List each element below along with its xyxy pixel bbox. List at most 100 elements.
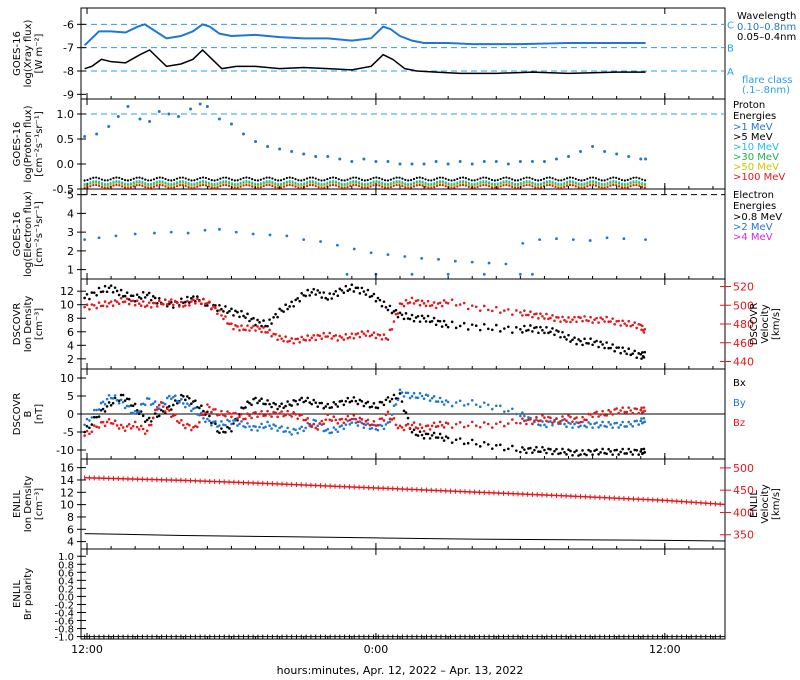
dscovr-b-point (322, 406, 326, 410)
proton-point (340, 179, 343, 182)
dscovr-b-point (414, 426, 418, 429)
dscovr-b-point (145, 397, 149, 400)
dscovr-b-point (442, 403, 446, 406)
dscovr-b-point (454, 422, 458, 426)
proton-point (199, 176, 202, 180)
proton-point (386, 186, 390, 190)
proton-point (531, 185, 534, 188)
y-tick-label: 0.0 (57, 158, 75, 171)
dscovr-b-point (90, 430, 94, 434)
dscovr-density-point (358, 335, 362, 339)
proton-point (620, 186, 624, 189)
dscovr-b-point (92, 408, 96, 412)
dscovr-b-point (346, 419, 350, 423)
proton-point (470, 162, 474, 166)
dscovr-b-point (300, 413, 303, 417)
dscovr-b-point (595, 421, 598, 424)
y-tick-label: 0.2 (58, 584, 74, 595)
proton-point (83, 179, 86, 182)
proton-point (554, 185, 557, 189)
y-tick-label: -0.4 (54, 608, 74, 619)
proton-point (256, 186, 260, 190)
dscovr-b-point (440, 423, 444, 427)
dscovr-b-point (458, 399, 462, 403)
y-tick-label: 12 (60, 285, 74, 298)
dscovr-density-point (400, 313, 404, 317)
proton-point (401, 185, 404, 188)
dscovr-b-point (352, 417, 356, 421)
dscovr-b-point (338, 418, 342, 421)
dscovr-b-point (175, 401, 179, 405)
proton-point (207, 185, 210, 188)
dscovr-b-point (573, 417, 576, 421)
dscovr-density-point (525, 313, 528, 317)
electron-point (268, 233, 272, 237)
dscovr-b-point (358, 398, 362, 402)
dscovr-density-point (466, 307, 470, 311)
dscovr-b-point (139, 410, 143, 413)
dscovr-b-point (332, 415, 336, 418)
proton-point (407, 179, 410, 182)
y2-axis-label: [km/s] (771, 488, 782, 520)
dscovr-b-point (155, 415, 159, 418)
dscovr-density-point (559, 335, 562, 339)
dscovr-density-point (272, 316, 275, 319)
dscovr-b-point (388, 400, 392, 403)
dscovr-density-point (490, 309, 494, 313)
dscovr-b-point (402, 395, 406, 398)
dscovr-density-point (103, 300, 107, 303)
y-tick-label: 2 (67, 245, 74, 258)
dscovr-b-point (545, 419, 548, 423)
proton-point (103, 186, 106, 190)
dscovr-b-point (535, 418, 538, 421)
dscovr-density-point (374, 299, 378, 303)
proton-point (577, 186, 580, 189)
dscovr-density-point (585, 319, 588, 322)
dscovr-b-point (605, 414, 608, 417)
dscovr-b-point (282, 406, 285, 410)
dscovr-b-point (551, 452, 554, 456)
electron-point (521, 241, 525, 245)
proton-point (482, 160, 486, 163)
proton-point (577, 178, 580, 182)
dscovr-b-point (182, 394, 185, 398)
dscovr-b-point (147, 397, 151, 401)
proton-point (178, 184, 182, 187)
dscovr-density-point (527, 313, 530, 317)
dscovr-density-point (555, 329, 558, 332)
dscovr-b-point (503, 448, 506, 452)
proton-point (170, 186, 173, 190)
y-axis-label: [cm⁻³] (34, 488, 45, 520)
dscovr-b-point (416, 396, 420, 400)
dscovr-density-point (121, 295, 125, 298)
dscovr-b-point (623, 452, 626, 455)
dscovr-b-point (83, 423, 86, 427)
proton-point (100, 185, 104, 189)
dscovr-density-point (165, 303, 169, 306)
dscovr-density-point (149, 298, 153, 302)
dscovr-b-point (256, 415, 259, 419)
proton-point (144, 185, 147, 189)
dscovr-b-point (376, 424, 380, 427)
dscovr-b-point (607, 447, 610, 451)
dscovr-b-point (486, 443, 490, 446)
proton-point (502, 176, 505, 179)
y-tick-label: 0.5 (57, 133, 75, 146)
dscovr-b-point (609, 450, 612, 453)
proton-point (184, 177, 187, 180)
dscovr-b-point (326, 427, 330, 431)
dscovr-density-point (206, 304, 209, 307)
dscovr-b-point (284, 430, 287, 433)
y-axis-label: [W m⁻²] (34, 33, 45, 73)
dscovr-b-point (246, 422, 249, 425)
dscovr-b-point (639, 419, 643, 423)
proton-point (554, 178, 557, 181)
dscovr-b-point (320, 401, 324, 405)
dscovr-b-point (583, 452, 586, 456)
dscovr-b-point (595, 410, 598, 414)
proton-point (190, 186, 193, 190)
dscovr-b-point (262, 414, 265, 418)
dscovr-density-point (450, 320, 454, 324)
dscovr-b-point (190, 409, 193, 413)
dscovr-density-point (557, 316, 560, 319)
